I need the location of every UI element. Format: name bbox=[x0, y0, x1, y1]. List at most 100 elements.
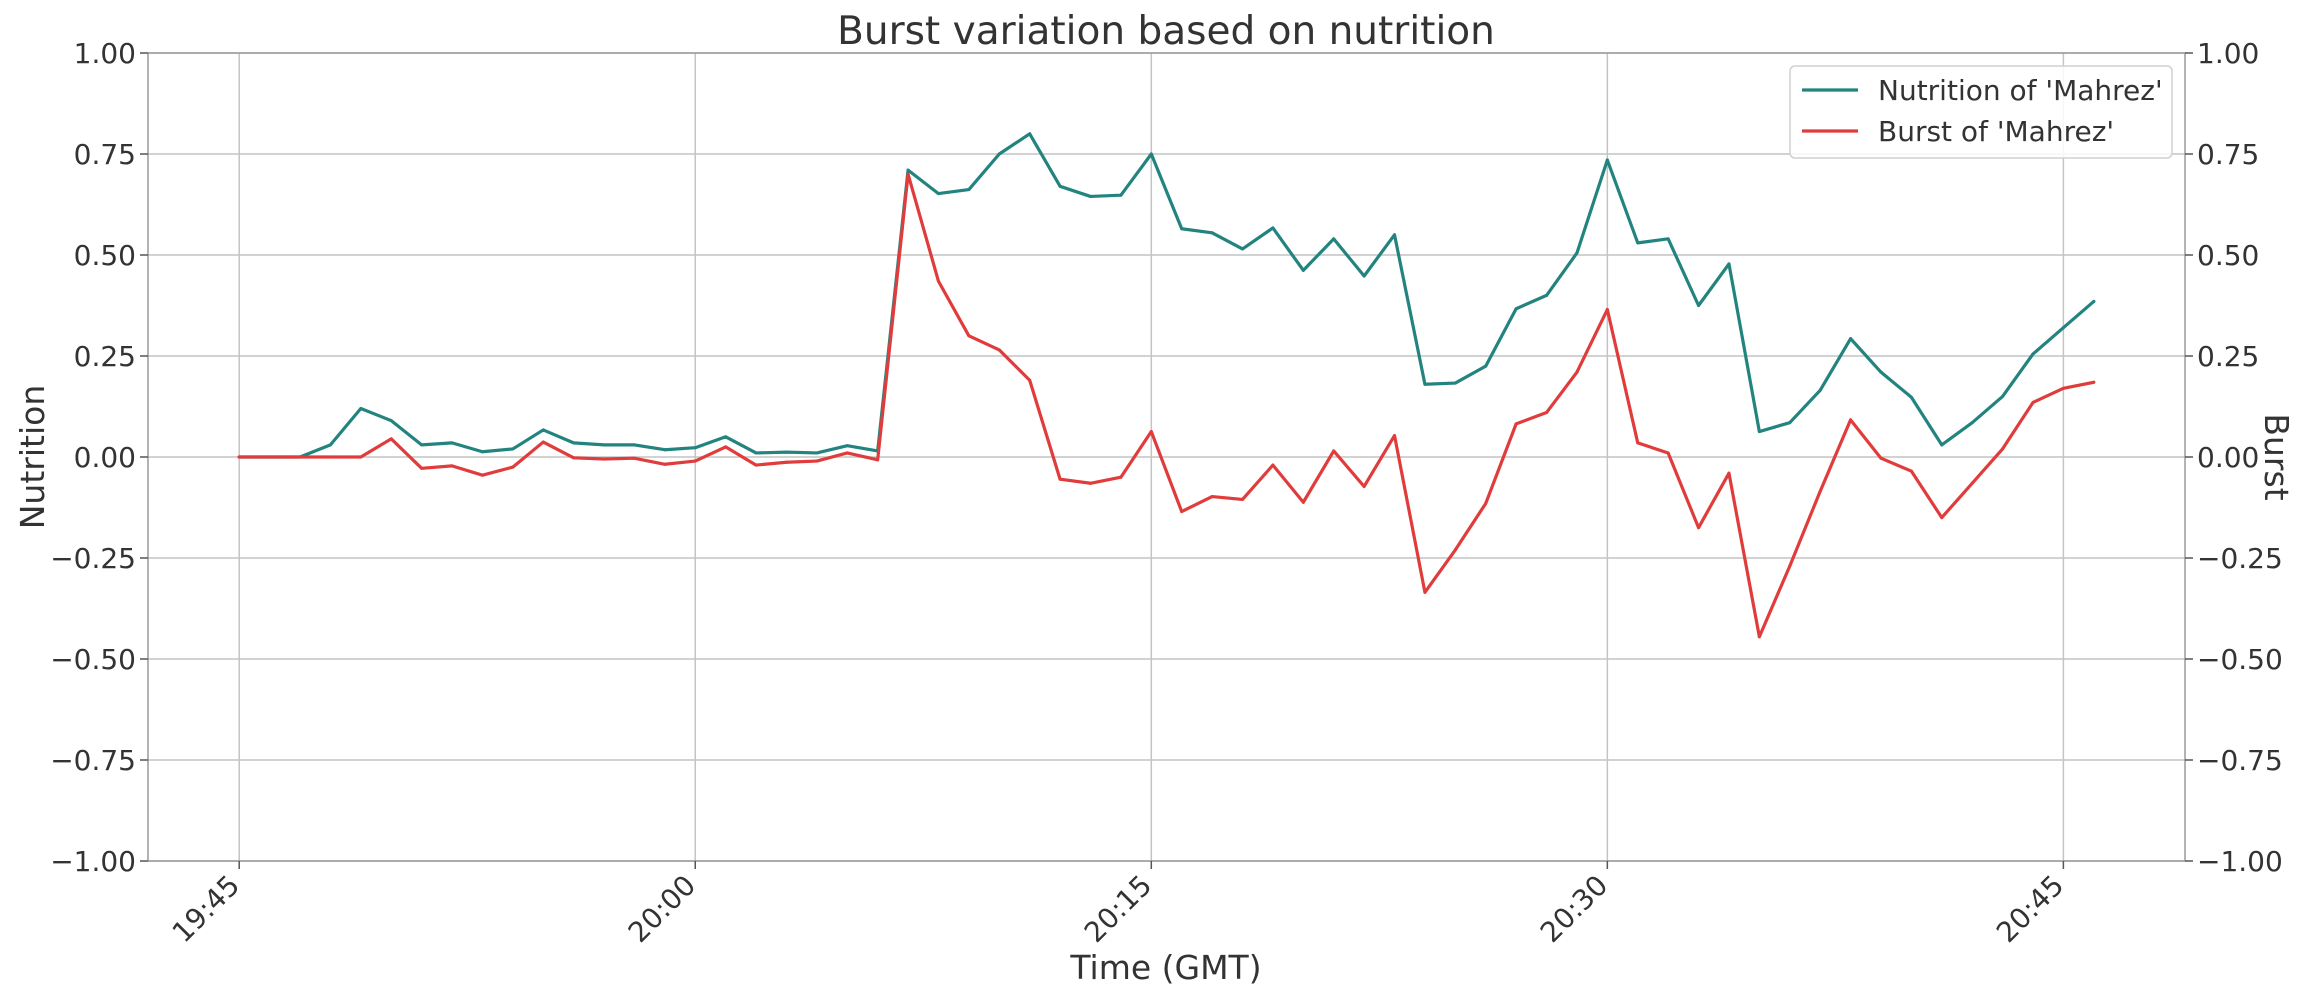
data-point-nutrition-of-mahrez bbox=[1514, 307, 1518, 311]
data-point-nutrition-of-mahrez bbox=[1636, 241, 1640, 245]
data-point-nutrition-of-mahrez bbox=[1697, 304, 1701, 307]
y-left-tick-label: 1.00 bbox=[74, 37, 136, 70]
data-point-burst-of-mahrez bbox=[815, 459, 819, 463]
data-point-burst-of-mahrez bbox=[1605, 308, 1609, 312]
data-point-nutrition-of-mahrez bbox=[1453, 381, 1457, 385]
data-point-burst-of-mahrez bbox=[754, 463, 758, 467]
data-point-burst-of-mahrez bbox=[298, 455, 302, 459]
y-axis-left: −1.00 −0.75 −0.50 −0.25 0.00 0.25 0.50 0.75 1.00 bbox=[50, 37, 148, 878]
data-point-burst-of-mahrez bbox=[1697, 526, 1701, 530]
data-point-burst-of-mahrez bbox=[328, 455, 332, 459]
y-right-tick-label: −0.75 bbox=[2197, 744, 2283, 777]
data-point-burst-of-mahrez bbox=[1180, 510, 1184, 514]
data-point-burst-of-mahrez bbox=[2031, 400, 2035, 404]
data-point-nutrition-of-mahrez bbox=[1393, 233, 1397, 237]
data-point-nutrition-of-mahrez bbox=[663, 448, 667, 452]
data-point-burst-of-mahrez bbox=[237, 455, 241, 459]
data-point-nutrition-of-mahrez bbox=[2001, 394, 2005, 398]
data-point-nutrition-of-mahrez bbox=[1088, 194, 1092, 198]
series-line-burst-of-mahrez bbox=[237, 172, 2096, 639]
data-point-nutrition-of-mahrez bbox=[967, 188, 971, 192]
data-point-nutrition-of-mahrez bbox=[1849, 337, 1853, 341]
data-point-burst-of-mahrez bbox=[1332, 449, 1336, 453]
data-point-burst-of-mahrez bbox=[1241, 497, 1245, 501]
data-point-nutrition-of-mahrez bbox=[1241, 247, 1245, 251]
legend-label-nutrition: Nutrition of 'Mahrez' bbox=[1878, 74, 2163, 107]
data-point-burst-of-mahrez bbox=[480, 473, 484, 477]
data-point-nutrition-of-mahrez bbox=[511, 447, 515, 451]
data-point-nutrition-of-mahrez bbox=[1484, 364, 1488, 368]
data-point-nutrition-of-mahrez bbox=[1545, 293, 1549, 297]
y-axis-right-title: Burst bbox=[2257, 413, 2296, 500]
data-point-nutrition-of-mahrez bbox=[1058, 184, 1062, 188]
y-left-tick-label: −1.00 bbox=[50, 845, 136, 878]
data-point-burst-of-mahrez bbox=[1484, 501, 1488, 505]
data-point-burst-of-mahrez bbox=[1210, 495, 1214, 499]
data-point-nutrition-of-mahrez bbox=[906, 168, 910, 172]
data-point-nutrition-of-mahrez bbox=[997, 152, 1001, 156]
data-point-burst-of-mahrez bbox=[1514, 422, 1518, 426]
data-point-burst-of-mahrez bbox=[420, 466, 424, 470]
data-point-burst-of-mahrez bbox=[2001, 447, 2005, 451]
y-right-tick-label: 0.00 bbox=[2197, 441, 2259, 474]
data-point-burst-of-mahrez bbox=[1362, 484, 1366, 488]
data-point-burst-of-mahrez bbox=[541, 440, 545, 444]
y-left-tick-label: −0.75 bbox=[50, 744, 136, 777]
y-axis-left-title: Nutrition bbox=[13, 385, 52, 530]
data-point-nutrition-of-mahrez bbox=[541, 428, 545, 432]
data-point-burst-of-mahrez bbox=[1301, 500, 1305, 504]
y-right-tick-label: −0.50 bbox=[2197, 643, 2283, 676]
data-point-burst-of-mahrez bbox=[845, 451, 849, 455]
data-point-burst-of-mahrez bbox=[1575, 370, 1579, 374]
y-left-tick-label: −0.25 bbox=[50, 542, 136, 575]
data-point-nutrition-of-mahrez bbox=[1788, 421, 1792, 425]
data-point-nutrition-of-mahrez bbox=[2061, 326, 2065, 330]
data-point-nutrition-of-mahrez bbox=[602, 443, 606, 447]
data-point-burst-of-mahrez bbox=[1970, 481, 1974, 485]
data-point-nutrition-of-mahrez bbox=[1879, 370, 1883, 374]
data-point-nutrition-of-mahrez bbox=[724, 435, 728, 439]
data-point-nutrition-of-mahrez bbox=[815, 451, 819, 455]
data-point-nutrition-of-mahrez bbox=[1332, 237, 1336, 241]
data-point-burst-of-mahrez bbox=[632, 456, 636, 460]
x-tick-label: 19:45 bbox=[166, 869, 246, 949]
data-point-nutrition-of-mahrez bbox=[1909, 395, 1913, 399]
data-point-nutrition-of-mahrez bbox=[1271, 226, 1275, 230]
series-line-nutrition-of-mahrez bbox=[237, 132, 2096, 459]
y-right-tick-label: −1.00 bbox=[2197, 845, 2283, 878]
data-point-burst-of-mahrez bbox=[389, 437, 393, 441]
chart-title: Burst variation based on nutrition bbox=[837, 9, 1495, 54]
data-point-burst-of-mahrez bbox=[268, 455, 272, 459]
data-point-burst-of-mahrez bbox=[1666, 451, 1670, 455]
y-left-tick-label: 0.00 bbox=[74, 441, 136, 474]
data-point-burst-of-mahrez bbox=[1271, 463, 1275, 467]
data-point-nutrition-of-mahrez bbox=[389, 419, 393, 423]
data-point-nutrition-of-mahrez bbox=[1028, 132, 1032, 136]
data-point-nutrition-of-mahrez bbox=[1575, 251, 1579, 255]
grid bbox=[148, 52, 2185, 862]
data-point-nutrition-of-mahrez bbox=[936, 192, 940, 196]
data-point-burst-of-mahrez bbox=[2092, 380, 2096, 384]
data-point-burst-of-mahrez bbox=[359, 455, 363, 459]
data-point-nutrition-of-mahrez bbox=[572, 441, 576, 445]
data-point-nutrition-of-mahrez bbox=[2031, 352, 2035, 356]
data-point-burst-of-mahrez bbox=[906, 172, 910, 176]
legend: Nutrition of 'Mahrez' Burst of 'Mahrez' bbox=[1789, 65, 2173, 159]
y-right-tick-label: −0.25 bbox=[2197, 542, 2283, 575]
data-point-burst-of-mahrez bbox=[693, 459, 697, 463]
data-point-burst-of-mahrez bbox=[450, 464, 454, 468]
legend-box bbox=[1789, 65, 2173, 159]
x-axis-title: Time (GMT) bbox=[1069, 948, 1261, 987]
x-tick-label: 20:45 bbox=[1990, 869, 2070, 949]
data-point-nutrition-of-mahrez bbox=[1180, 227, 1184, 231]
data-point-burst-of-mahrez bbox=[1453, 548, 1457, 552]
y-right-tick-label: 0.50 bbox=[2197, 239, 2259, 272]
x-tick-label: 20:00 bbox=[622, 869, 702, 949]
data-point-burst-of-mahrez bbox=[1393, 434, 1397, 438]
data-point-burst-of-mahrez bbox=[784, 460, 788, 464]
data-point-burst-of-mahrez bbox=[1088, 481, 1092, 485]
data-point-burst-of-mahrez bbox=[1849, 418, 1853, 422]
data-point-burst-of-mahrez bbox=[1909, 469, 1913, 473]
data-point-burst-of-mahrez bbox=[1727, 471, 1731, 475]
data-point-burst-of-mahrez bbox=[511, 465, 515, 469]
